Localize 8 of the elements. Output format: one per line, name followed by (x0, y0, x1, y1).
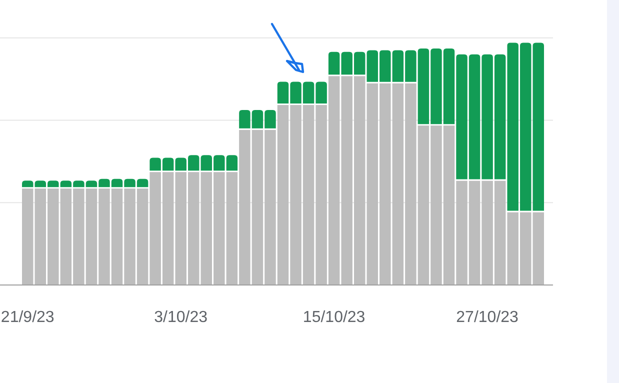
bar (532, 212, 544, 285)
bar (22, 180, 34, 188)
bar (532, 42, 544, 211)
x-tick-label: 21/9/23 (0, 309, 54, 326)
x-tick-label: 27/10/23 (456, 309, 519, 326)
x-tick-label: 15/10/23 (302, 309, 366, 326)
x-tick-label: 3/10/23 (154, 309, 208, 326)
bar (22, 188, 34, 285)
